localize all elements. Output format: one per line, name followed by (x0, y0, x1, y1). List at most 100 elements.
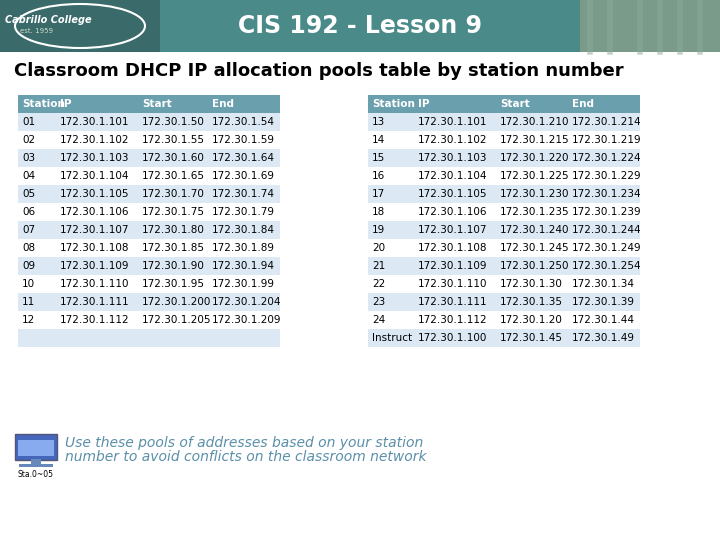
Bar (138, 311, 208, 329)
Text: Use these pools of addresses based on your station: Use these pools of addresses based on yo… (65, 436, 423, 450)
Bar (568, 131, 640, 149)
Text: 04: 04 (22, 171, 35, 181)
Bar (208, 257, 280, 275)
Bar (414, 239, 496, 257)
Text: 172.30.1.64: 172.30.1.64 (212, 153, 275, 163)
Bar (208, 149, 280, 167)
Bar (18, 221, 56, 239)
Bar (208, 113, 280, 131)
Text: 172.30.1.254: 172.30.1.254 (572, 261, 642, 271)
Bar (15, 434, 57, 460)
Bar (138, 239, 208, 257)
Bar (138, 293, 208, 311)
Bar (368, 239, 414, 257)
Text: 22: 22 (372, 279, 385, 289)
Text: 20: 20 (372, 243, 385, 253)
Bar (18, 95, 56, 113)
Bar (56, 221, 138, 239)
Bar (414, 113, 496, 131)
Bar (496, 311, 568, 329)
Text: 172.30.1.80: 172.30.1.80 (142, 225, 205, 235)
Text: 172.30.1.200: 172.30.1.200 (142, 297, 212, 307)
Text: 172.30.1.225: 172.30.1.225 (500, 171, 570, 181)
Bar (496, 239, 568, 257)
Bar (414, 203, 496, 221)
Text: 172.30.1.230: 172.30.1.230 (500, 189, 570, 199)
Text: 172.30.1.244: 172.30.1.244 (572, 225, 642, 235)
Text: 17: 17 (372, 189, 385, 199)
Text: 05: 05 (22, 189, 35, 199)
Text: 172.30.1.49: 172.30.1.49 (572, 333, 635, 343)
Bar (138, 185, 208, 203)
Bar (208, 203, 280, 221)
Text: Sta.0~05: Sta.0~05 (18, 470, 54, 479)
Text: 172.30.1.101: 172.30.1.101 (60, 117, 130, 127)
Bar (18, 293, 56, 311)
Bar (414, 221, 496, 239)
Text: 172.30.1.75: 172.30.1.75 (142, 207, 205, 217)
Text: 172.30.1.210: 172.30.1.210 (500, 117, 570, 127)
Bar (56, 131, 138, 149)
Bar (56, 311, 138, 329)
Text: 172.30.1.45: 172.30.1.45 (500, 333, 563, 343)
Text: 172.30.1.106: 172.30.1.106 (418, 207, 487, 217)
Text: 172.30.1.205: 172.30.1.205 (142, 315, 212, 325)
Bar (368, 131, 414, 149)
Text: 172.30.1.224: 172.30.1.224 (572, 153, 642, 163)
Bar (368, 311, 414, 329)
Bar (138, 167, 208, 185)
Bar (414, 185, 496, 203)
Bar (568, 185, 640, 203)
Text: 09: 09 (22, 261, 35, 271)
Text: 11: 11 (22, 297, 35, 307)
Text: 172.30.1.55: 172.30.1.55 (142, 135, 205, 145)
Text: 06: 06 (22, 207, 35, 217)
Bar (496, 257, 568, 275)
Bar (208, 329, 280, 347)
Bar (496, 329, 568, 347)
Text: 172.30.1.39: 172.30.1.39 (572, 297, 635, 307)
Text: 172.30.1.108: 172.30.1.108 (418, 243, 487, 253)
Text: End: End (572, 99, 594, 109)
Bar (368, 149, 414, 167)
Text: 172.30.1.20: 172.30.1.20 (500, 315, 563, 325)
Bar (138, 131, 208, 149)
Text: 02: 02 (22, 135, 35, 145)
Bar (18, 131, 56, 149)
Text: 172.30.1.110: 172.30.1.110 (60, 279, 130, 289)
Bar (368, 275, 414, 293)
Bar (56, 185, 138, 203)
Text: End: End (212, 99, 234, 109)
Bar (18, 239, 56, 257)
Bar (208, 95, 280, 113)
Text: 172.30.1.99: 172.30.1.99 (212, 279, 275, 289)
Bar (208, 167, 280, 185)
Bar (496, 113, 568, 131)
Text: 172.30.1.107: 172.30.1.107 (60, 225, 130, 235)
Bar (56, 329, 138, 347)
Bar (414, 275, 496, 293)
Text: 172.30.1.103: 172.30.1.103 (60, 153, 130, 163)
Text: 172.30.1.214: 172.30.1.214 (572, 117, 642, 127)
Text: 172.30.1.94: 172.30.1.94 (212, 261, 275, 271)
Bar (568, 113, 640, 131)
Text: 172.30.1.74: 172.30.1.74 (212, 189, 275, 199)
Bar (18, 329, 56, 347)
Bar (56, 293, 138, 311)
Text: 01: 01 (22, 117, 35, 127)
Text: Start: Start (142, 99, 172, 109)
Bar (414, 311, 496, 329)
Text: 172.30.1.79: 172.30.1.79 (212, 207, 275, 217)
Bar (568, 167, 640, 185)
Text: 172.30.1.35: 172.30.1.35 (500, 297, 563, 307)
Text: Station: Station (372, 99, 415, 109)
Text: 172.30.1.112: 172.30.1.112 (418, 315, 487, 325)
Text: 172.30.1.50: 172.30.1.50 (142, 117, 205, 127)
Text: 10: 10 (22, 279, 35, 289)
Text: CIS 192 - Lesson 9: CIS 192 - Lesson 9 (238, 14, 482, 38)
Bar (31, 459, 41, 466)
Bar (208, 131, 280, 149)
Text: 172.30.1.59: 172.30.1.59 (212, 135, 275, 145)
Bar (18, 311, 56, 329)
Text: 172.30.1.69: 172.30.1.69 (212, 171, 275, 181)
